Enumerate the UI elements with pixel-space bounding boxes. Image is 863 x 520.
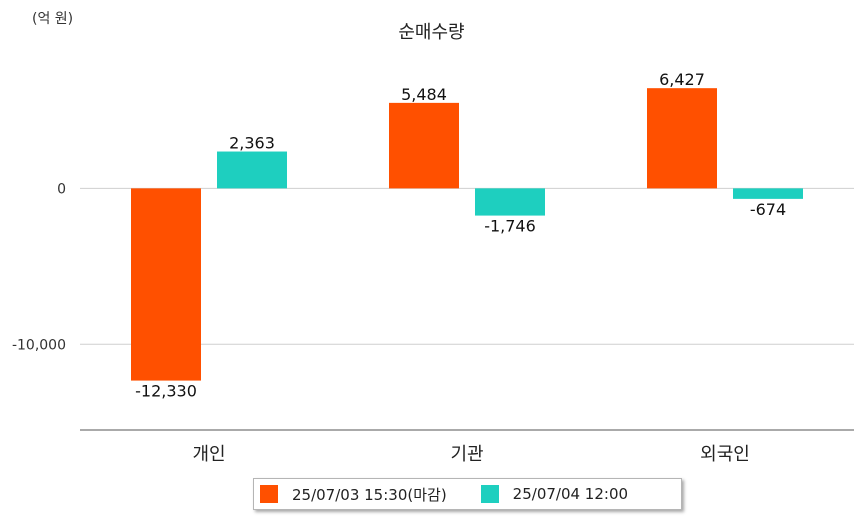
data-label-series1-0: -12,330 [135,382,197,401]
bar-series1-1 [389,102,459,189]
x-tick-label-2: 외국인 [700,444,750,465]
y-tick-label-1: -10,000 [12,337,66,353]
data-label-series2-0: 2,363 [229,134,275,153]
legend-swatch-series-2 [480,485,499,503]
bar-series2-1 [475,188,545,216]
x-tick-label-1: 기관 [450,444,483,465]
data-label-series2-1: -1,746 [484,217,536,236]
legend-item-series-1[interactable]: 25/07/03 15:30(마감) [260,484,447,505]
legend: 25/07/03 15:30(마감) 25/07/04 12:00 [253,478,682,510]
y-tick-label-0: 0 [57,181,66,197]
x-tick-label-0: 개인 [192,444,225,465]
bar-series2-2 [733,188,803,199]
data-label-series1-1: 5,484 [401,85,447,104]
unit-label: (억 원) [32,11,74,27]
bar-series2-0 [217,151,287,189]
bar-series1-2 [647,88,717,189]
legend-label-series-2: 25/07/04 12:00 [512,485,629,503]
chart-title: 순매수량 [398,22,465,43]
data-label-series2-2: -674 [750,200,786,219]
data-label-series1-2: 6,427 [659,70,705,89]
legend-label-series-1: 25/07/03 15:30(마감) [292,485,447,504]
legend-item-series-2[interactable]: 25/07/04 12:00 [480,485,629,503]
bar-series1-0 [131,188,201,381]
legend-swatch-series-1 [260,485,278,503]
